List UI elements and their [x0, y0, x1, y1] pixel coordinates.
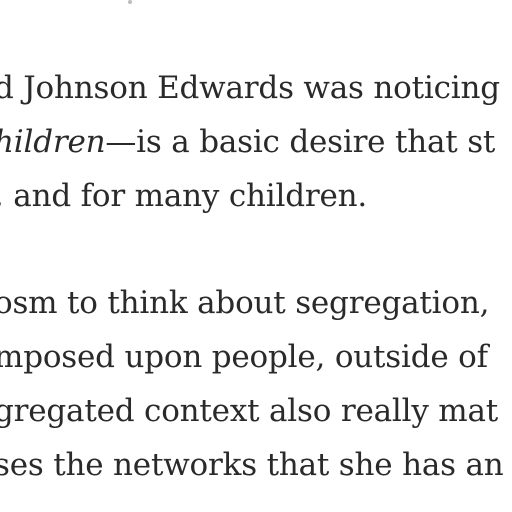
emphasized-word: hildren — [0, 124, 106, 160]
paragraph-1-line-1: d Johnson Edwards was noticing — [0, 70, 500, 106]
paragraph-2-line-1: osm to think about segregation, — [0, 285, 490, 321]
decorative-mark — [128, 0, 132, 4]
paragraph-2-line-4: ses the networks that she has an — [0, 447, 504, 483]
paragraph-1-line-2: hildren—is a basic desire that st — [0, 122, 495, 162]
paragraph-1-line-2-rest: —is a basic desire that st — [105, 124, 496, 160]
paragraph-1-line-3: , and for many children. — [0, 178, 368, 214]
paragraph-2-line-3: gregated context also really mat — [0, 393, 499, 429]
paragraph-2-line-2: mposed upon people, outside of — [0, 339, 488, 375]
